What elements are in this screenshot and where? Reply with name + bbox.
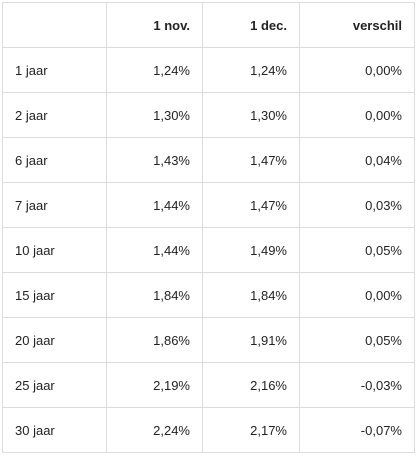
dec-rate-cell: 1,47%: [202, 182, 300, 228]
term-cell: 2 jaar: [2, 92, 107, 138]
term-cell: 1 jaar: [2, 47, 107, 93]
nov-rate-cell: 1,24%: [106, 47, 203, 93]
table-row: 6 jaar 1,43% 1,47% 0,04%: [2, 137, 415, 183]
term-cell: 7 jaar: [2, 182, 107, 228]
difference-cell: 0,03%: [299, 182, 415, 228]
difference-cell: 0,05%: [299, 227, 415, 273]
dec-rate-cell: 1,84%: [202, 272, 300, 318]
nov-rate-cell: 2,24%: [106, 407, 203, 453]
dec-rate-cell: 1,47%: [202, 137, 300, 183]
difference-cell: 0,00%: [299, 272, 415, 318]
term-cell: 20 jaar: [2, 317, 107, 363]
nov-rate-cell: 1,30%: [106, 92, 203, 138]
table-row: 7 jaar 1,44% 1,47% 0,03%: [2, 182, 415, 228]
term-cell: 25 jaar: [2, 362, 107, 408]
dec-rate-cell: 1,30%: [202, 92, 300, 138]
nov-rate-cell: 1,44%: [106, 182, 203, 228]
difference-cell: 0,04%: [299, 137, 415, 183]
header-cell-verschil: verschil: [299, 2, 415, 48]
rate-table-container: 1 nov. 1 dec. verschil 1 jaar 1,24% 1,24…: [2, 2, 415, 453]
dec-rate-cell: 1,24%: [202, 47, 300, 93]
dec-rate-cell: 2,16%: [202, 362, 300, 408]
term-cell: 30 jaar: [2, 407, 107, 453]
table-row: 15 jaar 1,84% 1,84% 0,00%: [2, 272, 415, 318]
nov-rate-cell: 1,86%: [106, 317, 203, 363]
term-cell: 15 jaar: [2, 272, 107, 318]
term-cell: 10 jaar: [2, 227, 107, 273]
table-row: 1 jaar 1,24% 1,24% 0,00%: [2, 47, 415, 93]
nov-rate-cell: 1,84%: [106, 272, 203, 318]
difference-cell: -0,03%: [299, 362, 415, 408]
dec-rate-cell: 2,17%: [202, 407, 300, 453]
nov-rate-cell: 1,43%: [106, 137, 203, 183]
table-header-row: 1 nov. 1 dec. verschil: [2, 2, 415, 48]
header-cell-1-nov: 1 nov.: [106, 2, 203, 48]
difference-cell: 0,00%: [299, 92, 415, 138]
term-cell: 6 jaar: [2, 137, 107, 183]
nov-rate-cell: 1,44%: [106, 227, 203, 273]
table-row: 2 jaar 1,30% 1,30% 0,00%: [2, 92, 415, 138]
difference-cell: -0,07%: [299, 407, 415, 453]
header-cell-empty: [2, 2, 107, 48]
table-row: 30 jaar 2,24% 2,17% -0,07%: [2, 407, 415, 453]
difference-cell: 0,05%: [299, 317, 415, 363]
rate-table: 1 nov. 1 dec. verschil 1 jaar 1,24% 1,24…: [2, 2, 415, 453]
header-cell-1-dec: 1 dec.: [202, 2, 300, 48]
table-row: 20 jaar 1,86% 1,91% 0,05%: [2, 317, 415, 363]
nov-rate-cell: 2,19%: [106, 362, 203, 408]
difference-cell: 0,00%: [299, 47, 415, 93]
dec-rate-cell: 1,49%: [202, 227, 300, 273]
table-row: 25 jaar 2,19% 2,16% -0,03%: [2, 362, 415, 408]
dec-rate-cell: 1,91%: [202, 317, 300, 363]
table-row: 10 jaar 1,44% 1,49% 0,05%: [2, 227, 415, 273]
